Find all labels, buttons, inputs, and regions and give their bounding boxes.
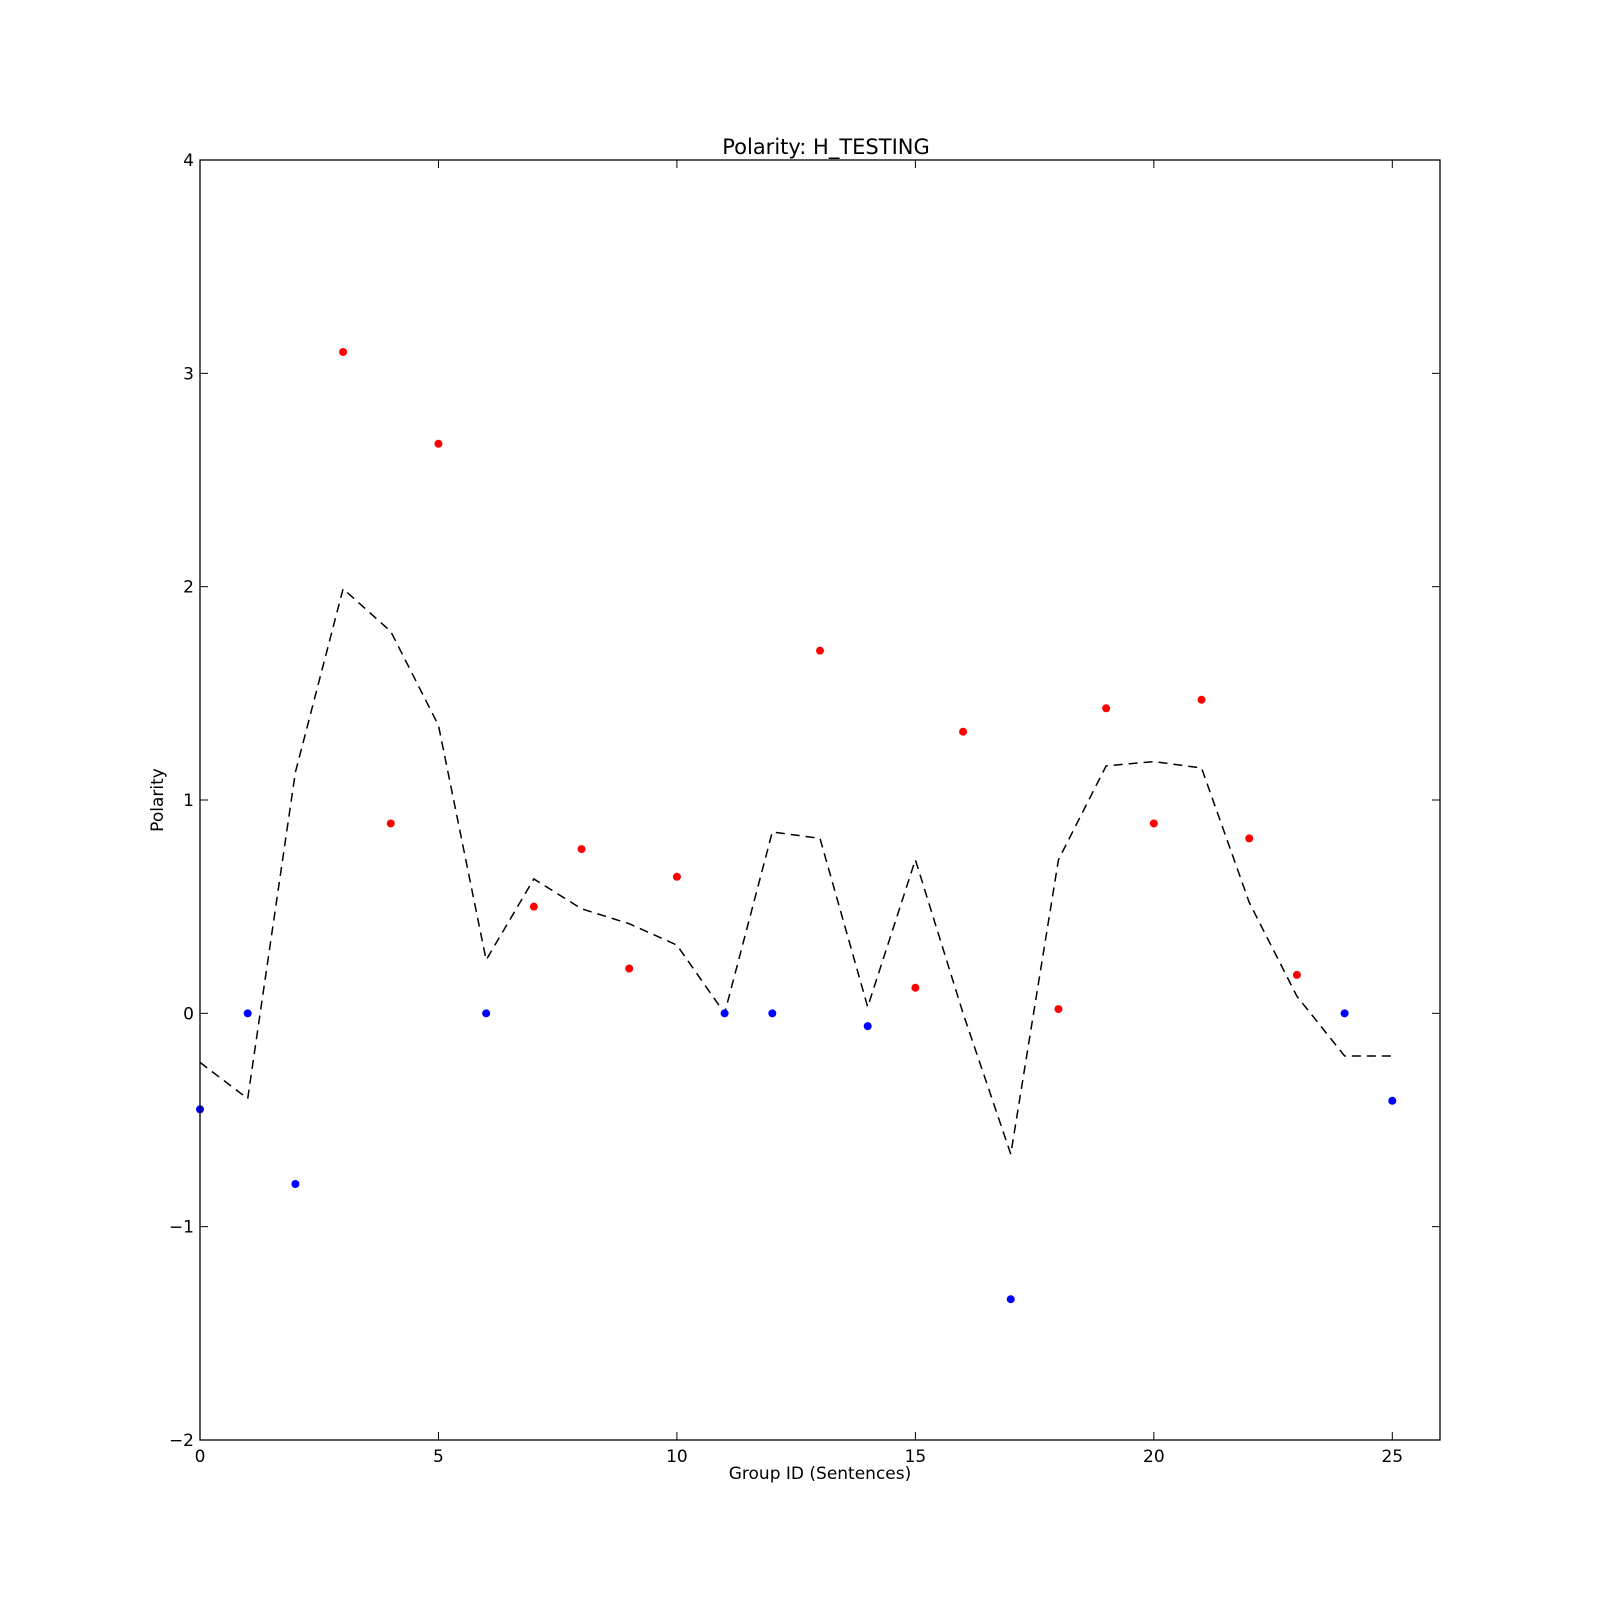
line-layer <box>199 587 1393 1155</box>
x-tick-label: 15 <box>905 1447 927 1467</box>
y-tick-label: −2 <box>169 1431 194 1451</box>
data-point <box>1245 834 1254 843</box>
data-point <box>625 964 634 973</box>
data-point <box>1149 819 1158 828</box>
x-tick-label: 20 <box>1143 1447 1165 1467</box>
data-point <box>434 439 443 448</box>
x-tick-label: 25 <box>1381 1447 1403 1467</box>
data-point <box>577 845 586 854</box>
data-point <box>1292 970 1301 979</box>
data-point <box>720 1009 729 1018</box>
y-tick-label: 2 <box>183 578 194 598</box>
data-point <box>386 819 395 828</box>
dashed-trend-line <box>199 587 1393 1155</box>
ticks-layer: 0 5 10 15 20 25 −2 −1 0 1 2 3 4 <box>169 151 1440 1467</box>
data-point <box>1102 704 1111 713</box>
x-tick-label: 5 <box>433 1447 444 1467</box>
data-point <box>1006 1295 1015 1304</box>
y-tick-label: 1 <box>183 791 194 811</box>
data-point <box>243 1009 252 1018</box>
data-point <box>911 983 920 992</box>
data-point <box>339 348 348 356</box>
data-point <box>1388 1096 1397 1105</box>
x-tick-label: 0 <box>195 1447 206 1467</box>
y-tick-label: 3 <box>183 364 194 384</box>
y-axis-title: Polarity <box>148 768 168 832</box>
data-point <box>482 1009 491 1018</box>
data-point <box>1054 1005 1063 1014</box>
chart-title: Polarity: H_TESTING <box>722 135 930 160</box>
data-point <box>291 1180 300 1188</box>
data-point <box>1340 1009 1349 1018</box>
plot-frame <box>199 159 1441 1441</box>
data-point <box>863 1022 872 1031</box>
data-point <box>1197 695 1206 704</box>
data-point <box>529 902 538 911</box>
data-point <box>768 1009 777 1018</box>
y-tick-label: 4 <box>183 151 194 171</box>
data-point <box>816 646 824 655</box>
y-tick-label: 0 <box>183 1004 194 1024</box>
x-axis-title: Group ID (Sentences) <box>729 1464 912 1484</box>
plot-area <box>200 160 1440 1440</box>
data-point <box>672 872 681 881</box>
data-point <box>959 727 968 736</box>
x-tick-label: 10 <box>666 1447 688 1467</box>
y-tick-label: −1 <box>169 1218 194 1238</box>
points-layer <box>196 348 1397 1304</box>
